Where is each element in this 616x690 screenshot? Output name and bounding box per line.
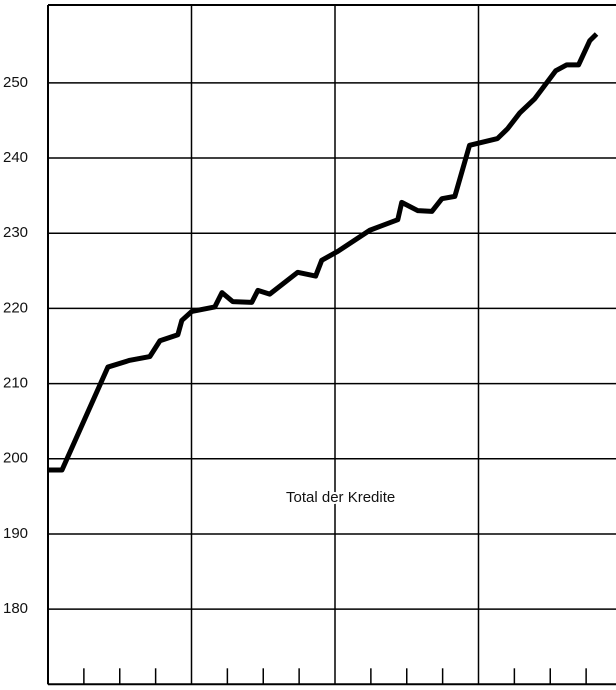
y-tick-label: 250	[3, 74, 28, 91]
y-tick-label: 220	[3, 299, 28, 316]
y-tick-label: 230	[3, 224, 28, 241]
y-tick-label: 240	[3, 149, 28, 166]
annotation: Total der Kredite	[286, 489, 395, 506]
y-tick-label: 190	[3, 525, 28, 542]
y-tick-label: 200	[3, 450, 28, 467]
y-tick-label: 210	[3, 375, 28, 392]
y-tick-label: 180	[3, 600, 28, 617]
data-line	[48, 32, 599, 473]
